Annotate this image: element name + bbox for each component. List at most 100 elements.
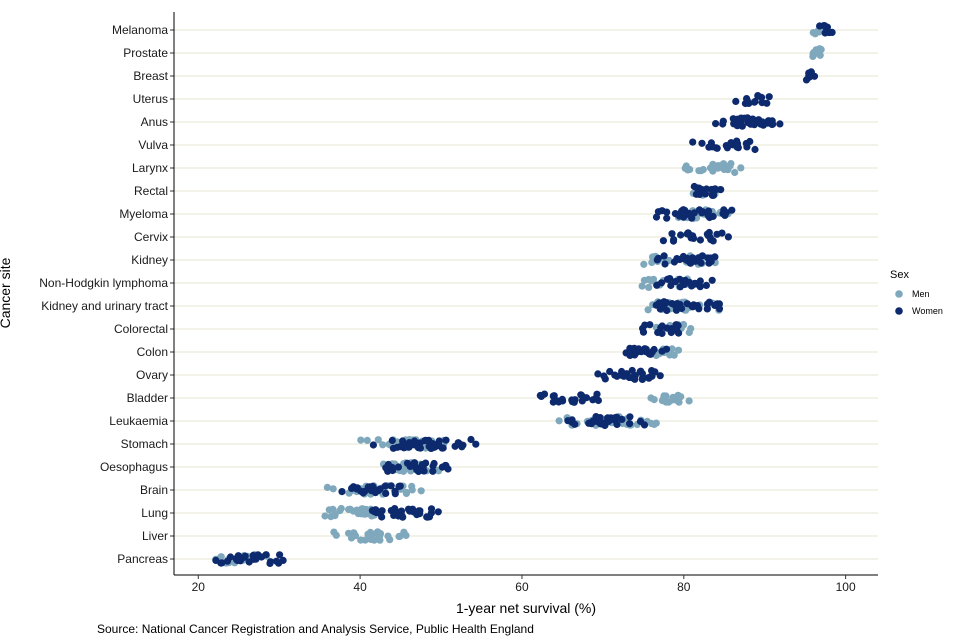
legend-title: Sex [890,269,909,281]
data-point-women [713,230,721,238]
data-point-men [645,283,653,291]
y-tick-label: Vulva [138,138,168,152]
data-point-women [276,551,284,559]
data-point-women [667,281,675,290]
data-point-women [722,209,730,217]
data-point-men [396,532,404,541]
data-point-women [769,120,777,128]
data-point-women [712,120,720,128]
data-point-women [404,505,413,513]
data-point-women [652,213,661,221]
y-tick-label: Liver [142,529,168,543]
data-point-women [435,437,443,445]
data-point-women [727,139,735,147]
data-point-men [357,536,365,544]
data-point-women [442,436,450,444]
data-point-women [765,93,773,101]
data-point-women [416,439,424,447]
data-point-women [679,206,688,214]
data-point-women [441,462,449,470]
data-point-women [338,488,346,496]
data-point-women [708,276,716,284]
data-point-women [554,397,562,405]
data-point-women [688,233,697,241]
data-point-women [369,441,377,449]
data-point-women [676,300,684,309]
data-point-women [666,275,674,283]
data-point-women [235,554,243,562]
data-point-men [363,436,371,444]
data-point-women [671,210,680,218]
data-point-women [734,144,742,152]
data-point-women [754,92,762,100]
data-point-women [662,299,671,307]
y-tick-label: Colorectal [114,322,168,336]
data-point-women [638,375,647,383]
data-point-women [750,98,759,106]
data-point-women [592,414,601,423]
data-point-men [321,512,329,520]
y-tick-label: Uterus [133,92,168,106]
data-point-women [732,97,740,105]
data-point-women [369,484,377,492]
data-point-women [646,321,654,329]
data-point-women [743,96,751,105]
data-point-women [669,237,678,245]
data-point-women [698,252,707,260]
data-point-women [626,413,634,421]
data-point-women [272,557,281,565]
data-point-women [724,233,733,241]
legend-women-label: Women [912,306,943,316]
data-point-men [640,260,648,268]
axes [170,12,878,579]
data-point-women [439,444,447,452]
x-tick-labels: 20 40 60 80 100 [192,580,856,594]
data-point-men [811,30,819,38]
data-point-women [396,482,404,490]
y-tick-label: Kidney and urinary tract [41,299,168,313]
data-point-women [422,436,430,444]
data-point-women [743,140,751,148]
data-point-men [665,398,673,406]
x-tick-label: 100 [836,580,856,594]
data-point-men [357,436,365,444]
data-point-women [776,120,784,128]
data-point-women [656,301,665,309]
data-point-men [816,45,824,53]
y-tick-label: Non-Hodgkin lymphoma [39,276,168,290]
data-point-women [252,555,260,563]
legend: Sex Men Women [890,269,943,316]
data-point-men [555,417,563,425]
legend-men-label: Men [912,289,930,299]
data-point-women [820,22,828,30]
data-point-men [325,506,333,514]
data-point-women [418,462,426,470]
data-point-women [636,417,645,425]
data-point-men [379,441,387,449]
data-point-men [331,510,339,518]
data-point-women [653,256,661,264]
data-point-women [388,436,396,445]
data-point-women [467,435,475,444]
data-point-women [387,482,395,490]
data-point-women [646,373,654,381]
data-point-men [731,168,739,177]
data-point-women [690,182,698,191]
data-point-women [705,259,713,267]
data-point-women [661,260,669,268]
data-point-women [613,413,621,421]
data-point-women [729,115,737,123]
data-point-men [709,160,717,168]
data-point-men [329,485,337,493]
y-tick-label: Prostate [123,46,168,60]
data-point-women [695,206,704,214]
data-point-men [648,258,656,267]
x-tick-label: 20 [192,580,206,594]
data-point-women [704,212,712,220]
data-point-women [672,306,681,314]
data-point-men [675,398,683,406]
data-point-women [431,443,439,451]
data-point-women [698,139,706,147]
data-point-men [697,167,705,175]
data-point-men [670,351,678,359]
